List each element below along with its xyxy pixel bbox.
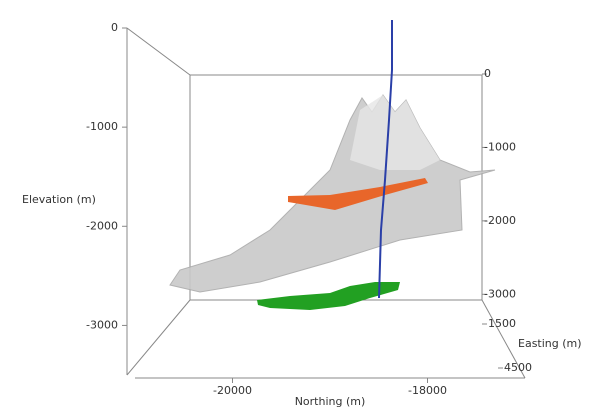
z-tick-label: -1000 xyxy=(86,120,118,133)
z-tick-label: -2000 xyxy=(484,214,516,227)
z-tick-label: -1000 xyxy=(484,140,516,153)
y-tick-label: 4500 xyxy=(504,361,532,374)
easting-axis xyxy=(481,299,526,379)
edge xyxy=(126,27,191,76)
terrain-surface xyxy=(169,94,496,293)
z-tick-label: -2000 xyxy=(86,219,118,232)
y-tick-label: 1500 xyxy=(488,317,516,330)
green-body xyxy=(257,282,400,310)
z-tick-label: -3000 xyxy=(484,287,516,300)
orange-body xyxy=(288,178,428,210)
y-axis-title: Easting (m) xyxy=(518,337,582,350)
x-axis-title: Northing (m) xyxy=(295,395,366,408)
terrain-peak xyxy=(350,95,440,170)
edge xyxy=(126,299,191,376)
well-trace xyxy=(378,20,393,299)
z-axis-title: Elevation (m) xyxy=(22,193,96,206)
z-tick-label: 0 xyxy=(111,21,118,34)
z-tick-label: -3000 xyxy=(86,318,118,331)
x-tick-label: -18000 xyxy=(408,384,447,397)
z-tick-label: 0 xyxy=(484,67,491,80)
x-tick-label: -20000 xyxy=(213,384,252,397)
